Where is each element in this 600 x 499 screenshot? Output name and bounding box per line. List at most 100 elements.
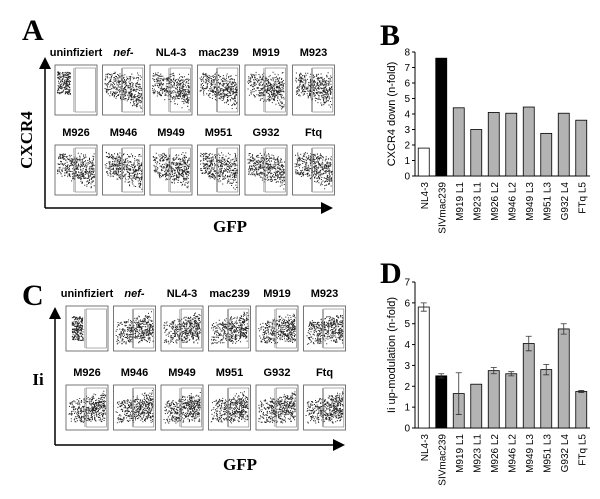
- gate: [323, 308, 345, 349]
- flow-dots: [57, 152, 95, 189]
- gate: [133, 387, 155, 428]
- flow-dots: [163, 392, 201, 424]
- bar: [557, 328, 570, 429]
- error-bar: [508, 371, 515, 377]
- bar: [487, 112, 500, 177]
- bar: [505, 112, 518, 177]
- y-tick-label: 6: [404, 79, 410, 90]
- sample-label: G932: [253, 127, 280, 139]
- sample-label: NL4-3: [167, 288, 198, 300]
- flow-dots: [104, 151, 143, 190]
- flow-dots: [199, 152, 238, 190]
- y-tick-label: 4: [404, 340, 410, 351]
- flow-dots: [199, 71, 238, 110]
- sample-label: M926: [62, 127, 90, 139]
- flow-dots: [211, 311, 249, 345]
- sample-label: M949: [157, 127, 185, 139]
- flow-dots: [294, 152, 333, 190]
- bar: [540, 132, 553, 177]
- y-tick-label: 7: [404, 278, 410, 289]
- gate: [169, 67, 191, 113]
- gate: [122, 147, 144, 193]
- bar: [487, 370, 500, 429]
- flow-dots: [305, 391, 344, 424]
- sample-label: M946: [121, 367, 149, 379]
- y-tick-label: 0: [404, 172, 410, 183]
- sample-label: Ftq: [316, 367, 333, 379]
- y-tick-label: 1: [404, 156, 410, 167]
- error-bar: [525, 335, 532, 352]
- panel-letter: B: [380, 19, 400, 52]
- sample-label: M946: [110, 127, 138, 139]
- x-tick-label: SIVmac239: [437, 182, 448, 234]
- error-bar: [543, 363, 550, 376]
- bar: [575, 391, 588, 429]
- flow-dots: [306, 315, 344, 345]
- x-tick-label: M946 L2: [507, 434, 518, 473]
- flow-plot: [303, 305, 346, 352]
- gate: [122, 67, 144, 113]
- flow-dots: [152, 72, 190, 111]
- sample-label: M949: [168, 367, 196, 379]
- y-tick-label: 5: [404, 94, 410, 105]
- flow-plot: [292, 144, 335, 196]
- y-tick-label: 3: [404, 125, 410, 136]
- x-tick-label: M949 L3: [525, 182, 536, 221]
- y-tick-label: 2: [404, 382, 410, 393]
- flow-dots: [295, 72, 333, 108]
- sample-label: nef-: [124, 288, 145, 300]
- y-axis-label: CXCR4 down (n-fold): [386, 62, 398, 167]
- gate: [85, 387, 107, 428]
- gate: [323, 387, 345, 428]
- sample-label: NL4-3: [156, 47, 187, 59]
- sample-label: M923: [300, 47, 328, 59]
- x-tick-label: NL4-3: [420, 434, 431, 462]
- panel-letter: C: [22, 279, 44, 312]
- gate: [275, 387, 297, 428]
- bar: [575, 119, 588, 177]
- flow-plot: [197, 64, 240, 116]
- y-tick-label: 5: [404, 319, 410, 330]
- sample-label: nef-: [113, 47, 134, 59]
- sample-label: M951: [205, 127, 233, 139]
- gate: [180, 387, 202, 428]
- x-tick-label: M949 L3: [525, 434, 536, 473]
- bar: [452, 107, 465, 177]
- error-bar: [560, 323, 567, 335]
- x-tick-label: M926 L2: [490, 182, 501, 221]
- panel-letter: A: [22, 14, 44, 47]
- y-axis-label: CXCR4: [17, 111, 36, 169]
- bar: [417, 147, 430, 177]
- y-tick-label: 1: [404, 403, 410, 414]
- bar: [522, 106, 535, 177]
- y-tick-label: 6: [404, 298, 410, 309]
- gate: [228, 308, 250, 349]
- y-tick-label: 2: [404, 141, 410, 152]
- sample-label: M919: [252, 47, 280, 59]
- y-tick-label: 7: [404, 63, 410, 74]
- gate: [228, 387, 250, 428]
- x-tick-label: G932 L4: [560, 182, 571, 221]
- bar: [470, 129, 483, 177]
- gate: [180, 308, 202, 349]
- flow-dots: [210, 391, 249, 424]
- sample-label: M926: [73, 367, 101, 379]
- error-bar: [420, 302, 427, 312]
- y-tick-label: 0: [404, 424, 410, 435]
- bar: [435, 57, 448, 177]
- bar: [540, 369, 553, 429]
- y-axis-label: Ii up-modulation (n-fold): [386, 297, 398, 413]
- x-tick-label: M923 L1: [472, 182, 483, 221]
- gate: [217, 147, 239, 193]
- x-tick-label: M923 L1: [472, 434, 483, 473]
- x-tick-label: M919 L1: [455, 182, 466, 221]
- sample-label: M919: [263, 288, 291, 300]
- gate: [217, 67, 239, 113]
- flow-plot: [255, 305, 299, 352]
- sample-label: uninfiziert: [61, 288, 114, 300]
- flow-dots: [163, 312, 201, 345]
- bar: [435, 375, 448, 429]
- error-bar: [438, 373, 445, 379]
- flow-dots: [104, 71, 143, 109]
- bar: [505, 373, 518, 429]
